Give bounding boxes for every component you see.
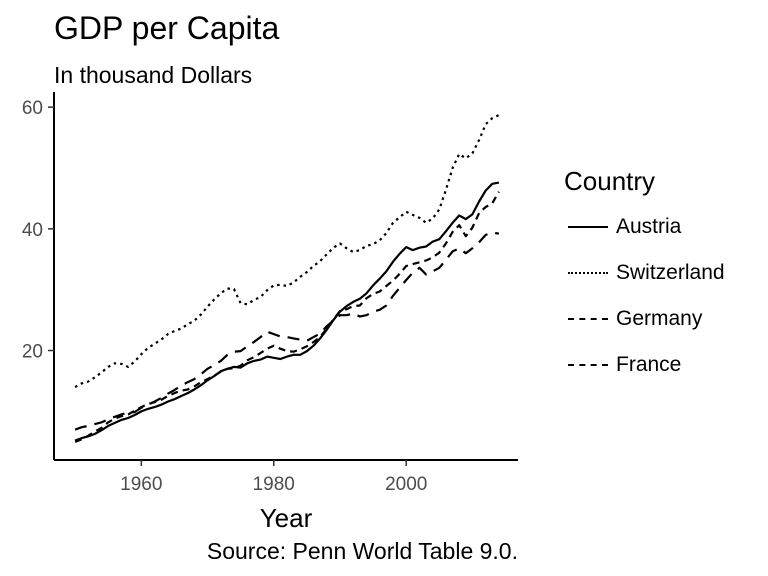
legend-key bbox=[568, 226, 608, 228]
x-tick-label: 2000 bbox=[385, 474, 427, 495]
legend-label: Germany bbox=[616, 307, 703, 330]
y-tick-label: 40 bbox=[22, 220, 43, 241]
series-layer bbox=[74, 114, 500, 443]
series-line-switzerland bbox=[74, 114, 500, 388]
legend-key bbox=[568, 272, 608, 274]
y-tick-label: 60 bbox=[22, 98, 43, 119]
y-tick-label: 20 bbox=[22, 342, 43, 363]
series-line-germany bbox=[74, 191, 500, 443]
legend-label: Austria bbox=[616, 215, 682, 238]
legend-key bbox=[568, 318, 608, 320]
legend-title: Country bbox=[564, 166, 656, 196]
x-tick-label: 1980 bbox=[253, 474, 295, 495]
series-line-france bbox=[74, 231, 500, 431]
axes: 20 40 60 1960 1980 2000 bbox=[22, 92, 518, 495]
legend-label: France bbox=[616, 353, 682, 376]
chart-subtitle: In thousand Dollars bbox=[54, 62, 253, 88]
chart-caption: Source: Penn World Table 9.0. bbox=[206, 538, 518, 564]
legend-label: Switzerland bbox=[616, 261, 725, 284]
x-axis-label: Year bbox=[260, 503, 313, 533]
x-tick-label: 1960 bbox=[120, 474, 162, 495]
legend-key bbox=[568, 364, 608, 366]
chart-title: GDP per Capita bbox=[54, 10, 280, 46]
series-line-austria bbox=[74, 181, 500, 442]
